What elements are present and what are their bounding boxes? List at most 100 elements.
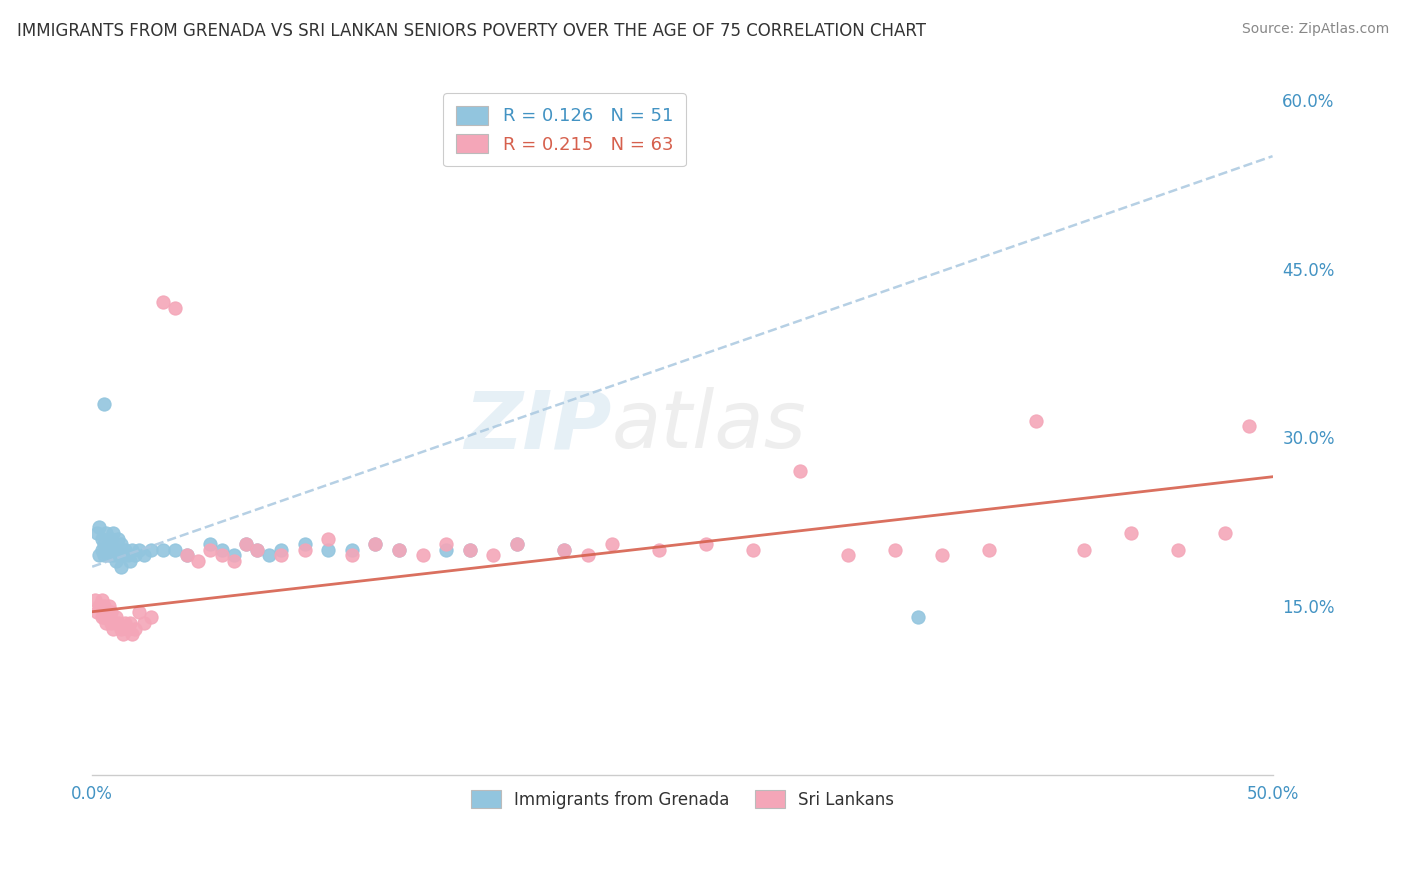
Point [482,549,505,563]
Point [89,599,111,613]
Point [270,542,292,557]
Point [1237,419,1260,434]
Point [200,542,222,557]
Point [235,537,257,551]
Point [340,549,363,563]
Point [107,615,129,630]
Point [742,542,765,557]
Point [83,593,105,607]
Point [86,526,108,541]
Point [506,537,529,551]
Point [100,615,122,630]
Point [110,622,132,636]
Point [128,605,150,619]
Point [103,622,125,636]
Point [107,532,129,546]
Point [93,610,115,624]
Point [553,542,575,557]
Point [883,542,905,557]
Point [141,542,163,557]
Point [246,542,269,557]
Point [117,549,139,563]
Point [90,542,112,557]
Point [97,549,120,563]
Point [96,605,118,619]
Point [388,542,411,557]
Point [121,627,143,641]
Point [104,610,127,624]
Point [648,542,671,557]
Point [316,542,339,557]
Point [96,526,118,541]
Point [695,537,717,551]
Point [104,554,127,568]
Point [211,549,233,563]
Point [576,549,599,563]
Point [96,542,118,557]
Point [93,549,115,563]
Point [90,532,112,546]
Point [1213,526,1236,541]
Point [93,397,115,411]
Point [124,549,146,563]
Point [93,537,115,551]
Point [1167,542,1189,557]
Point [103,549,125,563]
Point [176,549,198,563]
Text: ZIP: ZIP [464,387,612,465]
Text: Source: ZipAtlas.com: Source: ZipAtlas.com [1241,22,1389,37]
Point [235,537,257,551]
Point [118,615,141,630]
Point [100,605,122,619]
Point [89,520,111,534]
Point [1025,413,1047,427]
Point [90,593,112,607]
Point [103,526,125,541]
Point [152,542,174,557]
Point [163,542,186,557]
Point [111,627,134,641]
Point [211,542,233,557]
Point [270,549,292,563]
Point [107,549,129,563]
Point [97,610,120,624]
Point [90,610,112,624]
Point [388,542,411,557]
Point [111,549,134,563]
Point [364,537,387,551]
Point [152,295,174,310]
Point [907,610,929,624]
Point [1073,542,1095,557]
Point [110,559,132,574]
Point [931,549,953,563]
Text: IMMIGRANTS FROM GRENADA VS SRI LANKAN SENIORS POVERTY OVER THE AGE OF 75 CORRELA: IMMIGRANTS FROM GRENADA VS SRI LANKAN SE… [17,22,927,40]
Point [506,537,529,551]
Point [93,599,115,613]
Point [89,549,111,563]
Point [979,542,1001,557]
Point [110,537,132,551]
Text: atlas: atlas [612,387,806,465]
Point [434,542,457,557]
Point [294,542,316,557]
Point [257,549,280,563]
Point [97,537,120,551]
Point [96,615,118,630]
Point [118,554,141,568]
Point [316,532,339,546]
Point [141,610,163,624]
Point [364,537,387,551]
Point [132,549,155,563]
Point [163,301,186,315]
Point [412,549,434,563]
Point [458,542,481,557]
Point [434,537,457,551]
Point [128,542,150,557]
Point [86,605,108,619]
Point [1119,526,1142,541]
Point [222,554,245,568]
Point [340,542,363,557]
Point [553,542,575,557]
Point [114,615,136,630]
Point [458,542,481,557]
